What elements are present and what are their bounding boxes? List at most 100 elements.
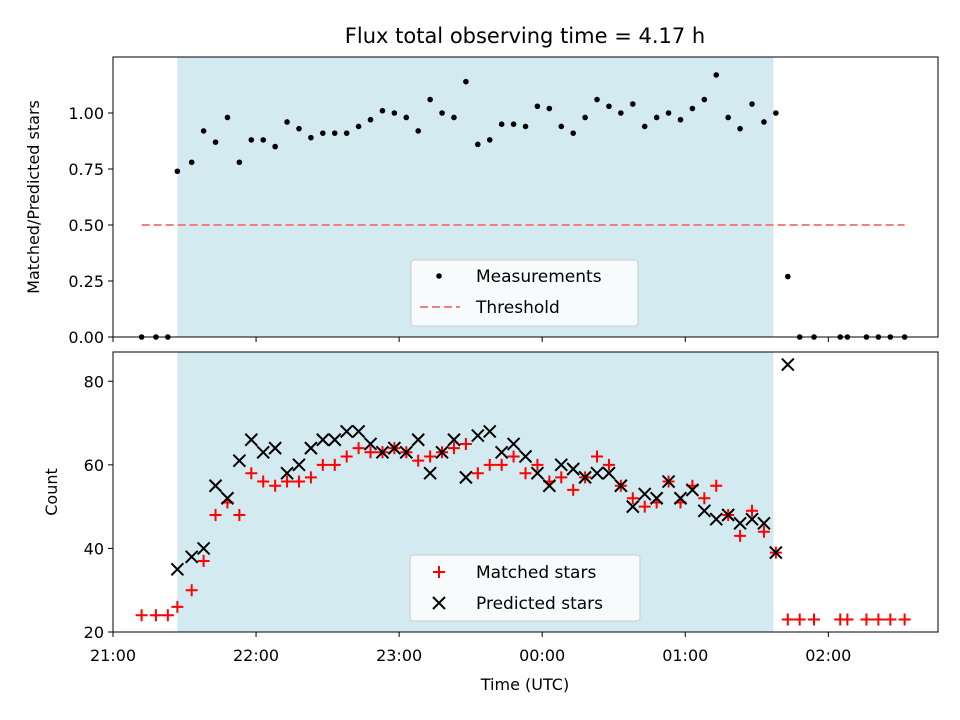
measurement-point-44: [665, 110, 672, 116]
predicted-star-point-19: [399, 445, 413, 460]
matched-star-point-50: [734, 529, 747, 542]
measurement-point-19: [367, 116, 374, 123]
predicted-star-point-48: [745, 512, 759, 526]
matched-star-point-8: [233, 508, 246, 521]
measurement-point-6: [212, 139, 219, 145]
measurement-point-47: [701, 96, 708, 103]
matched-star-point-47: [698, 492, 711, 505]
matched-star-point-12: [281, 475, 294, 488]
predicted-star-point-30: [530, 466, 545, 480]
bottom-y-tick-label-0: 20: [84, 623, 104, 642]
matched-star-point-0: [135, 609, 148, 622]
top-x-ticks: [112, 337, 829, 342]
measurement-point-17: [343, 130, 350, 136]
matched-star-point-28: [471, 467, 484, 480]
matched-star-point-9: [245, 467, 258, 480]
predicted-star-point-11: [304, 441, 318, 455]
measurement-point-10: [260, 137, 267, 143]
bottom-y-ticks: 20 40 60 80: [84, 372, 113, 642]
measurement-point-36: [570, 130, 576, 136]
measurement-point-4: [188, 159, 195, 166]
measurement-point-43: [653, 114, 660, 121]
top-y-tick-label-0: 0.00: [68, 328, 104, 347]
measurement-point-26: [451, 114, 457, 121]
measurement-point-12: [284, 119, 290, 125]
matched-star-point-41: [626, 492, 639, 505]
matched-star-point-48: [710, 479, 723, 492]
bottom-legend: Matched stars Predicted stars: [409, 554, 641, 622]
predicted-star-point-36: [602, 466, 616, 480]
measurement-point-30: [498, 121, 505, 127]
legend-predicted-marker: [432, 596, 446, 610]
top-y-ticks: 0.00 0.25 0.50 0.75 1.00: [68, 104, 113, 347]
measurement-point-24: [427, 96, 433, 103]
predicted-star-point-33: [566, 462, 580, 476]
measurement-point-27: [463, 78, 469, 85]
matched-star-point-10: [257, 475, 270, 488]
matched-star-point-29: [483, 458, 496, 471]
matched-star-point-16: [328, 458, 341, 471]
measurement-point-15: [320, 130, 326, 136]
predicted-star-point-22: [435, 445, 449, 460]
matched-star-point-58: [841, 613, 854, 626]
predicted-star-point-24: [459, 470, 473, 485]
top-axes-frame: [112, 56, 939, 338]
x-axis-label: Time (UTC): [480, 675, 569, 694]
predicted-star-point-15: [351, 424, 366, 439]
predicted-star-point-39: [638, 487, 652, 501]
predicted-star-point-46: [721, 508, 735, 522]
x-tick-label-3: 00:00: [519, 646, 565, 665]
measurement-point-18: [355, 123, 362, 130]
measurement-point-21: [391, 110, 398, 116]
measurement-point-8: [236, 159, 243, 166]
matched-star-point-33: [531, 458, 544, 471]
x-tick-label-1: 22:00: [233, 646, 279, 665]
bottom-axes-frame: [112, 351, 939, 633]
measurement-point-31: [510, 121, 517, 127]
predicted-star-point-27: [494, 445, 509, 460]
matched-star-point-60: [872, 613, 885, 626]
predicted-star-point-32: [554, 458, 568, 472]
predicted-star-point-10: [292, 458, 306, 472]
predicted-star-point-7: [256, 445, 270, 460]
measurement-point-49: [725, 114, 731, 121]
predicted-star-point-9: [280, 466, 294, 480]
predicted-star-point-3: [208, 479, 223, 493]
x-tick-label-2: 23:00: [376, 646, 422, 665]
measurement-point-39: [606, 103, 612, 110]
measurement-point-32: [522, 123, 529, 130]
matched-star-point-14: [304, 471, 317, 484]
predicted-star-point-45: [709, 512, 723, 526]
matched-star-point-36: [567, 483, 580, 496]
matched-star-point-59: [860, 613, 873, 626]
matched-star-point-2: [161, 609, 174, 622]
predicted-star-point-29: [518, 449, 533, 464]
predicted-star-point-20: [411, 433, 425, 447]
measurement-point-54: [784, 273, 791, 280]
measurement-point-35: [558, 123, 565, 130]
top-y-axis-label: Matched/Predicted stars: [24, 100, 43, 294]
measurement-point-23: [415, 128, 422, 134]
measurement-point-20: [379, 107, 386, 114]
matched-star-point-15: [316, 458, 329, 471]
matched-star-point-39: [602, 458, 615, 471]
measurement-point-37: [582, 114, 588, 121]
matched-star-point-52: [757, 525, 770, 538]
matched-star-point-27: [459, 437, 472, 450]
predicted-star-point-31: [542, 479, 557, 493]
x-tick-label-4: 01:00: [662, 646, 708, 665]
measurement-point-42: [641, 123, 648, 130]
predicted-star-point-43: [685, 483, 700, 497]
predicted-star-point-37: [614, 479, 628, 493]
measurement-point-45: [677, 116, 684, 123]
matched-star-point-17: [340, 450, 353, 463]
top-panel: 0.00 0.25 0.50 0.75 1.00 Flux total observin…: [24, 24, 939, 347]
x-tick-label-5: 02:00: [805, 646, 851, 665]
measurement-point-13: [296, 125, 302, 132]
predicted-star-point-25: [471, 428, 485, 443]
measurement-point-40: [618, 110, 624, 116]
measurement-point-51: [749, 101, 755, 107]
predicted-stars-points: [170, 357, 795, 577]
bottom-y-tick-label-3: 80: [84, 372, 104, 391]
matched-star-point-3: [171, 600, 184, 613]
